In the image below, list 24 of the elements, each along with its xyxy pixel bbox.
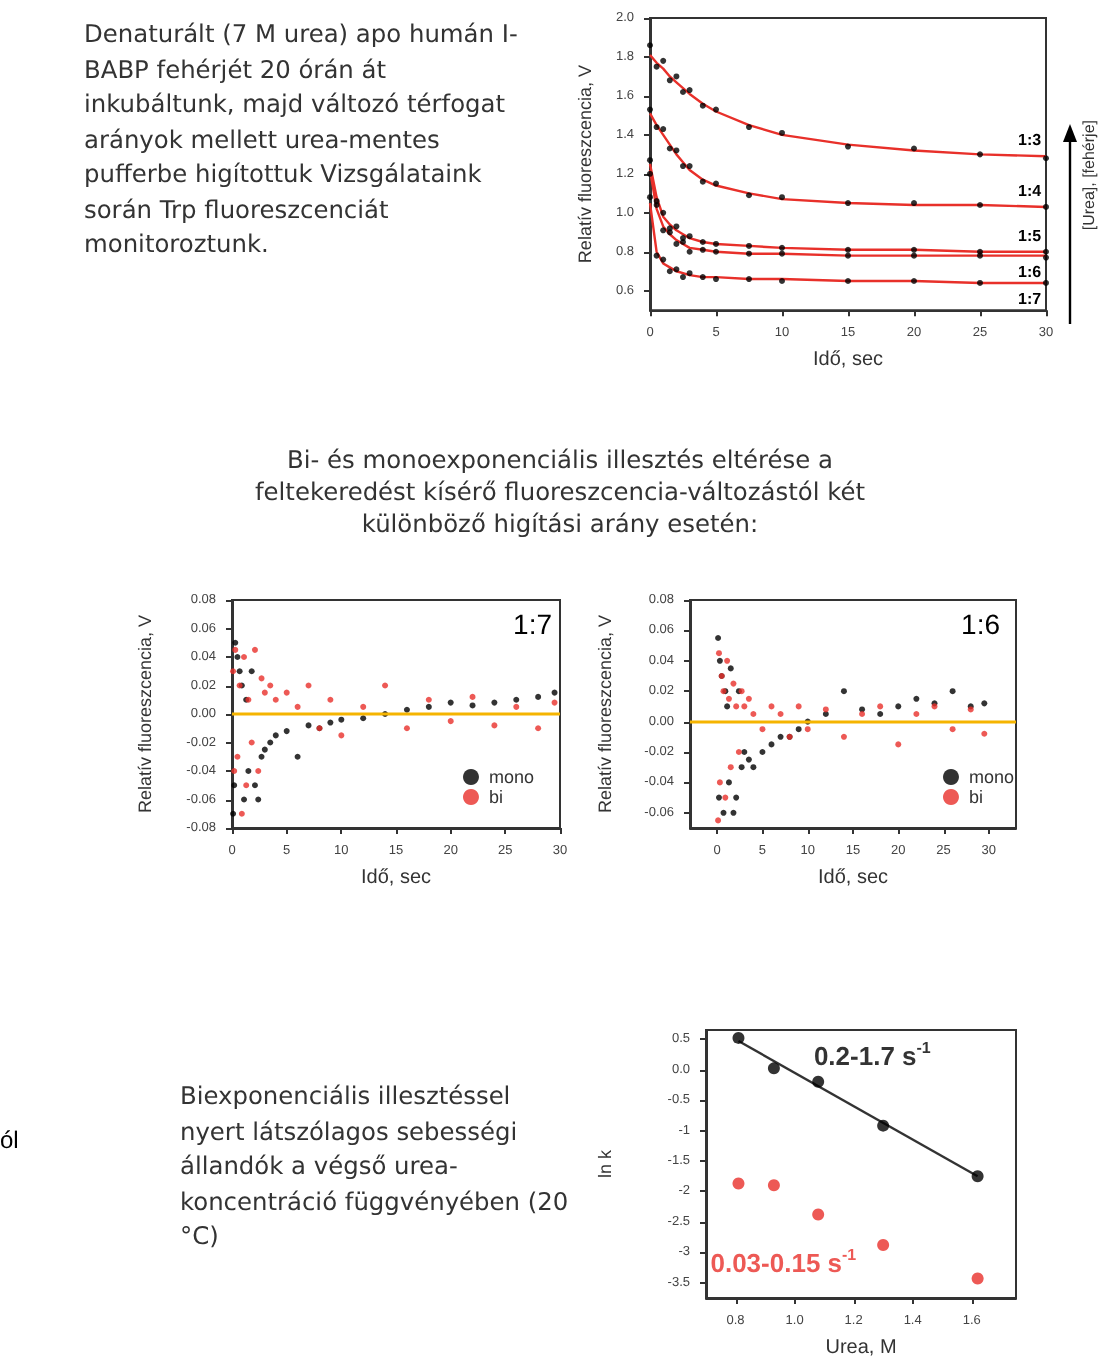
legend-label: bi [968, 787, 983, 807]
y-axis-title: Relatív fluoreszcencia, V [575, 65, 595, 264]
annotation: 1:6 [961, 608, 1000, 640]
series-label: 1:3 [1018, 131, 1043, 150]
y-axis-title: ln k [595, 1149, 615, 1179]
y-axis-title: Relatív fluoreszcencia, V [595, 614, 615, 814]
text: [Urea], [fehérje] [1080, 120, 1098, 231]
legend-label: mono [968, 767, 1014, 787]
x-axis-title: Idő, sec [817, 866, 889, 889]
x-axis-title: Idő, sec [360, 866, 432, 889]
series-label: 1:6 [1018, 262, 1043, 281]
legend-label: bi [488, 787, 503, 807]
legend-label: mono [488, 767, 534, 787]
annotation: 1:7 [513, 608, 552, 640]
chart-title: Bi- és monoexponenciális illesztés eltérése a feltekeredést kísérő fluoreszcencia-változástól két különböző higítási arány esetén: [253, 444, 867, 540]
y-axis-title: Relatív fluoreszcencia, V [135, 614, 155, 814]
x-axis-title: Idő, sec [812, 349, 884, 371]
x-axis-title: Urea, M [825, 1336, 897, 1359]
series-label: 1:7 [1018, 289, 1043, 308]
text: ól [0, 1126, 19, 1154]
text: Biexponenciális illesztéssel nyert látszólagos sebességi állandók a végső urea-koncentráció függvényében (20 °C) [180, 1080, 571, 1254]
series-label: 1:4 [1018, 181, 1043, 200]
text: Denaturált (7 M urea) apo humán I-BABP fehérjét 20 órán át inkubáltunk, majd változó térfogat arányok mellett urea-mentes pufferbe higítottuk Vizsgálataink során Trp fluoreszcenciát monitoroztunk. [84, 18, 520, 262]
series-label: 1:5 [1018, 226, 1043, 245]
